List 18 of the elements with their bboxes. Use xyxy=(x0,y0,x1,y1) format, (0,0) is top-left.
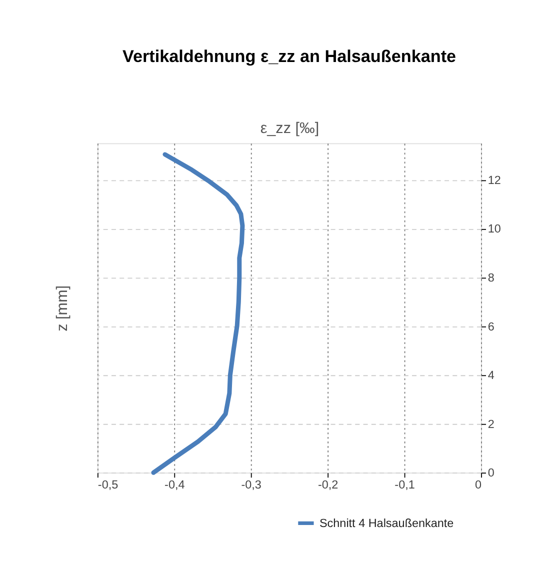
y-tick-label: 12 xyxy=(488,174,501,187)
legend-label: Schnitt 4 Halsaußenkante xyxy=(319,516,454,530)
chart-title: Vertikaldehnung ε_zz an Halsaußenkante xyxy=(122,46,456,66)
y-tick-label: 10 xyxy=(488,222,502,236)
x-axis-title: ε_zz [‰] xyxy=(260,120,320,137)
x-tick-label: -0,3 xyxy=(241,478,262,492)
y-tick-label: 8 xyxy=(488,272,495,284)
x-tick-label: -0,5 xyxy=(98,478,119,492)
y-tick-label: 2 xyxy=(488,418,494,431)
y-tick-label: 4 xyxy=(488,369,495,382)
y-tick-label: 6 xyxy=(488,320,494,334)
y-tick-label: 0 xyxy=(488,466,495,480)
x-tick-label: -0,1 xyxy=(394,478,415,492)
y-axis-title: z [mm] xyxy=(54,285,72,332)
x-tick-label: 0 xyxy=(474,478,482,492)
line-series xyxy=(151,152,245,475)
x-tick-label: -0,4 xyxy=(164,478,186,492)
x-tick-label: -0,2 xyxy=(318,478,338,492)
